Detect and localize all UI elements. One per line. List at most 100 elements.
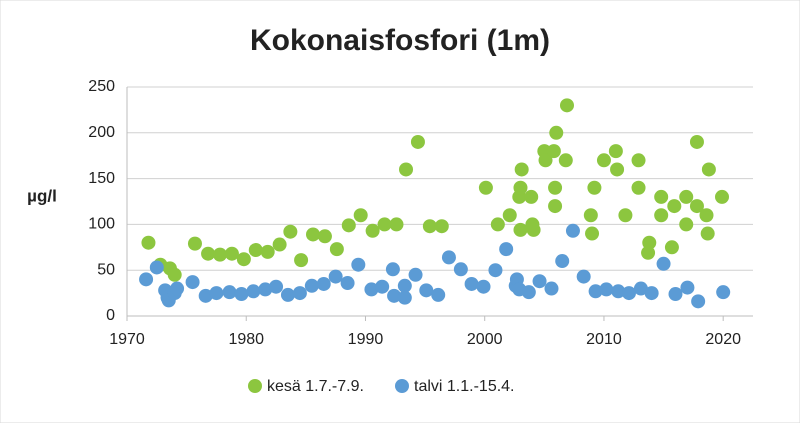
point [316, 276, 331, 291]
point [224, 246, 239, 261]
point [198, 288, 213, 303]
point [691, 294, 706, 309]
point [170, 281, 185, 296]
point [283, 224, 298, 239]
point [631, 180, 646, 195]
point [521, 285, 536, 300]
point [389, 217, 404, 232]
point [478, 180, 493, 195]
point [419, 283, 434, 298]
x-tick-label: 2000 [467, 331, 503, 348]
y-axis-label: µg/l [27, 186, 57, 205]
point [292, 286, 307, 301]
point [548, 199, 563, 214]
point [464, 276, 479, 291]
point [699, 208, 714, 223]
point [141, 235, 156, 250]
point [596, 153, 611, 168]
point [294, 253, 309, 268]
point [351, 257, 366, 272]
point [633, 281, 648, 296]
point [397, 290, 412, 305]
point [490, 217, 505, 232]
point [544, 281, 559, 296]
legend-marker [248, 379, 262, 393]
point [585, 226, 600, 241]
point [514, 162, 529, 177]
point [387, 288, 402, 303]
point [576, 269, 591, 284]
point [667, 199, 682, 214]
point [559, 98, 574, 113]
point [532, 274, 547, 289]
point [246, 284, 261, 299]
point [408, 267, 423, 282]
point [269, 279, 284, 294]
point [306, 227, 321, 242]
point [714, 189, 729, 204]
x-tick-label: 2010 [586, 331, 622, 348]
point [548, 180, 563, 195]
x-tick-label: 2020 [705, 331, 741, 348]
y-tick-label: 150 [88, 170, 115, 187]
point [610, 162, 625, 177]
y-tick-label: 0 [106, 307, 115, 324]
point [280, 287, 295, 302]
point [654, 189, 669, 204]
point [599, 282, 614, 297]
point [555, 254, 570, 269]
point [236, 252, 251, 267]
point [608, 144, 623, 159]
point [317, 229, 332, 244]
legend-label: talvi 1.1.-15.4. [414, 378, 515, 395]
point [397, 278, 412, 293]
point [588, 284, 603, 299]
point [513, 180, 528, 195]
point [234, 287, 249, 302]
point [689, 134, 704, 149]
point [167, 267, 182, 282]
point [340, 276, 355, 291]
point [139, 272, 154, 287]
point [644, 286, 659, 301]
point [213, 247, 228, 262]
point [565, 223, 580, 238]
y-tick-label: 50 [97, 261, 115, 278]
point [272, 237, 287, 252]
point [375, 279, 390, 294]
point [453, 262, 468, 277]
point [304, 278, 319, 293]
point [185, 275, 200, 290]
point [201, 246, 216, 261]
point [222, 285, 237, 300]
point [679, 189, 694, 204]
point [248, 243, 263, 258]
point [526, 222, 541, 237]
point [502, 208, 517, 223]
point [701, 162, 716, 177]
point [700, 226, 715, 241]
point [441, 250, 456, 265]
x-tick-label: 1990 [348, 331, 384, 348]
point [410, 134, 425, 149]
y-tick-label: 100 [88, 216, 115, 233]
point [549, 125, 564, 140]
legend-label: kesä 1.7.-7.9. [267, 378, 364, 395]
point [260, 244, 275, 259]
point [538, 153, 553, 168]
point [341, 218, 356, 233]
point [377, 217, 392, 232]
point [149, 260, 164, 275]
legend-marker [395, 379, 409, 393]
point [654, 208, 669, 223]
point [716, 285, 731, 300]
x-tick-label: 1970 [109, 331, 145, 348]
point [689, 199, 704, 214]
point [187, 236, 202, 251]
point [499, 242, 514, 257]
point [364, 282, 379, 297]
point [546, 144, 561, 159]
point [329, 242, 344, 257]
